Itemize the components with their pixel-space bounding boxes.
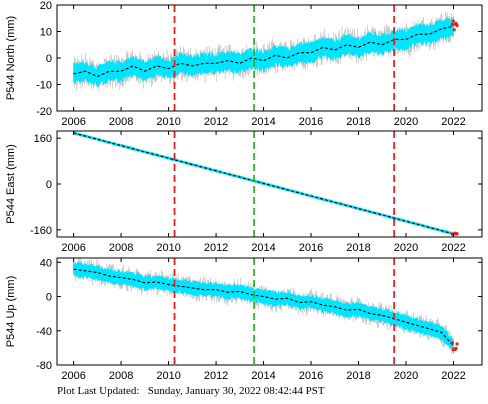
east-recent-point xyxy=(455,232,459,236)
north-recent-points xyxy=(450,19,459,32)
panel-up: 2006 2008 2010 2012 2014 2016 2018 2020 2022 -80 -… xyxy=(5,257,483,382)
north-y-tick-label: 10 xyxy=(40,27,52,39)
up-recent-point xyxy=(450,341,454,345)
up-model-line xyxy=(73,268,454,347)
up-x-tick-label: 2006 xyxy=(61,370,85,382)
east-x-tick-label: 2008 xyxy=(109,242,133,254)
north-x-tick-label: 2022 xyxy=(441,116,465,128)
up-recent-point xyxy=(454,346,458,350)
north-recent-point xyxy=(452,28,456,32)
east-y-tick-label: 0 xyxy=(46,179,52,191)
east-plot-area xyxy=(73,131,459,237)
east-x-tick-label: 2020 xyxy=(394,242,418,254)
footer-label: Plot Last Updated: xyxy=(57,385,140,397)
up-y-tick-label: 0 xyxy=(46,292,52,304)
north-model-line xyxy=(73,25,454,78)
up-y-axis-label: P544 Up (mm) xyxy=(5,276,17,348)
up-x-tick-label: 2018 xyxy=(346,370,370,382)
north-x-tick-label: 2014 xyxy=(251,116,275,128)
north-error-bars xyxy=(73,11,454,92)
up-recent-point xyxy=(455,342,459,346)
north-y-tick-label: 20 xyxy=(40,0,52,12)
up-x-tick-label: 2014 xyxy=(251,370,275,382)
up-x-tick-label: 2008 xyxy=(109,370,133,382)
up-y-tick-label: -40 xyxy=(36,326,52,338)
north-recent-point xyxy=(455,23,459,28)
north-x-tick-label: 2018 xyxy=(346,116,370,128)
north-x-tick-label: 2008 xyxy=(109,116,133,128)
panel-east: 2006 2008 2010 2012 2014 2016 2018 2020 2022 -160… xyxy=(5,130,483,254)
north-x-tick-label: 2012 xyxy=(204,116,228,128)
east-x-tick-label: 2006 xyxy=(61,242,85,254)
north-data-band xyxy=(73,15,454,88)
up-plot-area xyxy=(73,258,459,365)
north-recent-point xyxy=(450,22,454,27)
north-plot-area xyxy=(73,5,459,111)
north-y-axis-label: P544 North (mm) xyxy=(5,16,17,100)
up-y-tick-label: 40 xyxy=(40,257,52,269)
east-x-tick-label: 2018 xyxy=(346,242,370,254)
north-x-tick-label: 2016 xyxy=(299,116,323,128)
north-recent-point xyxy=(451,19,455,23)
up-x-tick-label: 2020 xyxy=(394,370,418,382)
up-x-tick-label: 2012 xyxy=(204,370,228,382)
east-x-tick-label: 2012 xyxy=(204,242,228,254)
panel-north: 2006 2008 2010 2012 2014 2016 2018 2020 2022-20-… xyxy=(5,0,483,128)
east-x-tick-label: 2014 xyxy=(251,242,275,254)
up-x-tick-label: 2010 xyxy=(156,370,180,382)
east-x-tick-label: 2010 xyxy=(156,242,180,254)
east-model-line xyxy=(73,132,454,235)
up-plot-frame xyxy=(56,257,483,366)
footer-timestamp: Sunday, January 30, 2022 08:42:44 PST xyxy=(147,385,325,397)
footer: Plot Last Updated: Sunday, January 30, 2… xyxy=(57,385,477,401)
north-x-tick-label: 2006 xyxy=(61,116,85,128)
east-x-tick-label: 2022 xyxy=(441,242,465,254)
up-y-tick-label: -80 xyxy=(36,360,52,372)
east-y-tick-label: 160 xyxy=(34,133,52,145)
up-data-band xyxy=(73,261,454,355)
north-x-tick-label: 2020 xyxy=(394,116,418,128)
east-y-tick-label: -160 xyxy=(30,225,52,237)
north-y-tick-label: 0 xyxy=(46,53,52,65)
up-x-tick-label: 2016 xyxy=(299,370,323,382)
north-y-tick-label: -10 xyxy=(36,80,52,92)
north-y-tick-label: -20 xyxy=(36,106,52,118)
north-x-tick-label: 2010 xyxy=(156,116,180,128)
east-y-axis-label: P544 East (mm) xyxy=(5,144,17,223)
up-x-tick-label: 2022 xyxy=(441,370,465,382)
up-recent-points xyxy=(450,341,459,352)
east-x-tick-label: 2016 xyxy=(299,242,323,254)
